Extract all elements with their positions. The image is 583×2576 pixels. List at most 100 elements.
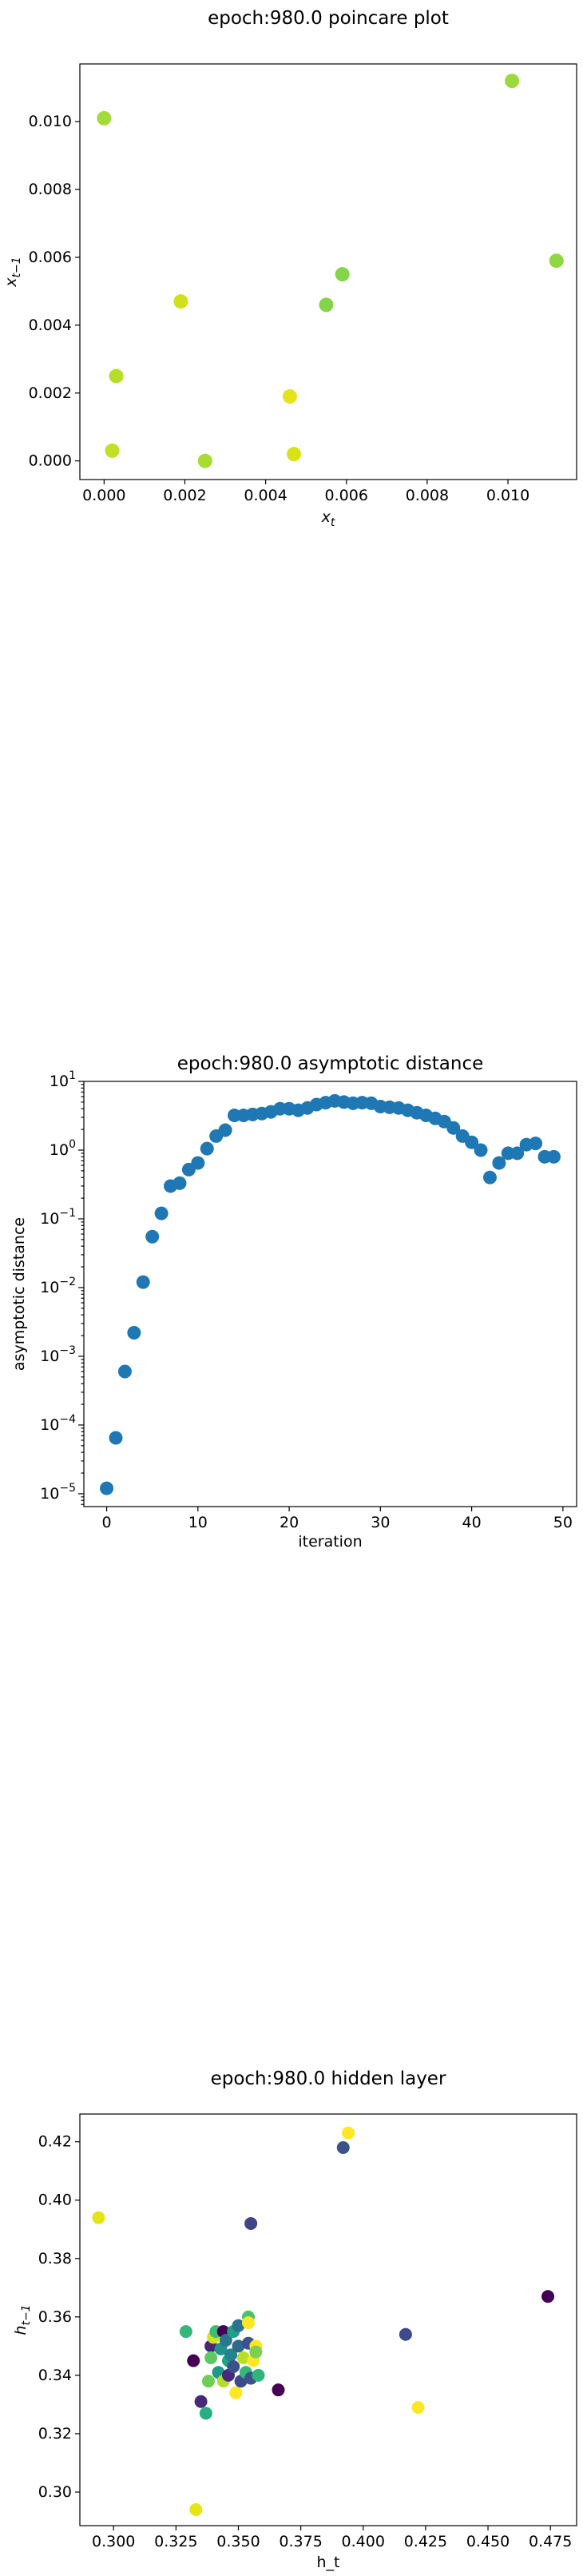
y-tick-label: 0.010 — [29, 113, 72, 130]
asymptotic-distance-chart: epoch:980.0 asymptotic distance 0 10 20 30 40… — [10, 1053, 577, 1551]
y-tick-label: 0.004 — [29, 317, 72, 334]
data-point — [249, 2345, 263, 2359]
data-point — [336, 2141, 350, 2155]
x-tick-label: 40 — [462, 1514, 482, 1531]
data-point — [136, 1275, 150, 1289]
y-tick-label: 0.30 — [38, 2483, 72, 2501]
data-point — [145, 1229, 160, 1244]
data-point — [541, 2290, 555, 2303]
data-point — [109, 1431, 123, 1445]
x-tick-label: 0.000 — [82, 487, 125, 504]
data-point — [272, 2383, 285, 2397]
data-point — [173, 1176, 187, 1190]
x-tick-label: 20 — [280, 1514, 299, 1531]
y-axis-label: asymptotic distance — [10, 1217, 28, 1371]
plot-frame — [79, 63, 577, 480]
y-tick-label: 0.000 — [29, 452, 72, 470]
data-point — [236, 2351, 250, 2364]
y-tick-label: 101 — [50, 1069, 76, 1090]
x-tick-label: 0.010 — [486, 487, 529, 504]
y-tick-label: 0.006 — [29, 249, 72, 266]
x-tick-label: 30 — [371, 1514, 390, 1531]
y-axis-label: ht−1 — [12, 2304, 33, 2335]
data-point — [282, 389, 297, 404]
y-tick-label: 0.002 — [29, 384, 72, 402]
data-point — [189, 2502, 203, 2516]
x-tick-label: 10 — [188, 1514, 208, 1531]
data-point — [100, 1481, 114, 1495]
data-point — [200, 1141, 214, 1156]
data-point — [229, 2386, 243, 2399]
data-point — [465, 1135, 479, 1149]
data-point — [287, 447, 302, 462]
data-point — [474, 1143, 488, 1157]
y-tick-label: 0.42 — [38, 2133, 72, 2151]
data-point — [252, 2368, 265, 2382]
data-point — [179, 2325, 192, 2339]
data-point — [191, 1156, 205, 1170]
data-point — [335, 267, 350, 282]
data-point — [105, 443, 120, 458]
y-tick-label: 10−2 — [40, 1276, 76, 1296]
data-point — [227, 2359, 240, 2373]
data-point — [529, 1137, 543, 1151]
data-point — [399, 2327, 412, 2341]
x-tick-label: 0.008 — [406, 487, 449, 504]
chart-title: epoch:980.0 asymptotic distance — [177, 1053, 484, 1074]
data-point — [510, 1146, 525, 1161]
data-point — [127, 1325, 141, 1340]
data-point — [109, 368, 124, 384]
y-tick-label: 0.36 — [38, 2308, 72, 2326]
data-point — [244, 2216, 258, 2230]
y-tick-label: 0.008 — [29, 181, 72, 198]
data-point — [446, 1121, 461, 1135]
poincare-plot-chart: epoch:980.0 poincare plot 0.000 0.002 0.004… — [2, 8, 577, 529]
x-tick-label: 0.002 — [163, 487, 206, 504]
data-point — [201, 2375, 215, 2388]
data-point — [492, 1156, 506, 1170]
data-point — [219, 2334, 232, 2347]
data-point — [505, 74, 520, 89]
y-tick-label: 100 — [50, 1138, 76, 1159]
y-tick-label: 10−5 — [40, 1482, 76, 1503]
y-tick-label: 10−4 — [40, 1413, 76, 1434]
plot-frame — [79, 2113, 577, 2526]
x-tick-label: 0.006 — [325, 487, 368, 504]
data-point — [117, 1364, 132, 1379]
x-axis-label: xt — [321, 508, 335, 529]
data-point — [92, 2211, 105, 2224]
x-tick-label: 0.425 — [404, 2533, 447, 2550]
data-point — [411, 2401, 425, 2415]
data-point — [549, 253, 564, 269]
x-axis-label: iteration — [298, 1533, 362, 1551]
data-point — [194, 2395, 208, 2408]
data-point — [154, 1206, 169, 1220]
hidden-layer-chart: epoch:980.0 hidden layer 0.300 0.325 0.350 0… — [12, 2068, 577, 2571]
data-point — [232, 2319, 245, 2332]
data-point — [241, 2316, 255, 2330]
data-point — [204, 2351, 218, 2364]
x-tick-label: 0.004 — [244, 487, 287, 504]
x-tick-label: 0.450 — [466, 2533, 510, 2550]
y-tick-label: 0.40 — [38, 2192, 72, 2209]
x-tick-label: 50 — [553, 1514, 573, 1531]
data-point — [199, 2407, 212, 2420]
data-point — [319, 297, 334, 313]
data-point — [224, 2348, 238, 2362]
data-point — [173, 294, 188, 309]
y-tick-label: 10−3 — [40, 1344, 76, 1365]
y-tick-label: 0.34 — [38, 2367, 72, 2384]
x-tick-label: 0.375 — [279, 2533, 322, 2550]
data-point — [97, 110, 112, 125]
plot-frame — [83, 1081, 577, 1507]
data-point — [232, 2339, 245, 2353]
y-tick-label: 10−1 — [40, 1207, 76, 1228]
data-point — [342, 2126, 355, 2140]
data-point — [218, 1123, 232, 1137]
x-tick-label: 0.300 — [92, 2533, 135, 2550]
x-tick-label: 0 — [102, 1514, 112, 1531]
x-axis-label: h_t — [317, 2554, 340, 2571]
x-tick-label: 0.400 — [342, 2533, 385, 2550]
data-point — [546, 1149, 561, 1164]
chart-title: epoch:980.0 hidden layer — [211, 2068, 446, 2089]
